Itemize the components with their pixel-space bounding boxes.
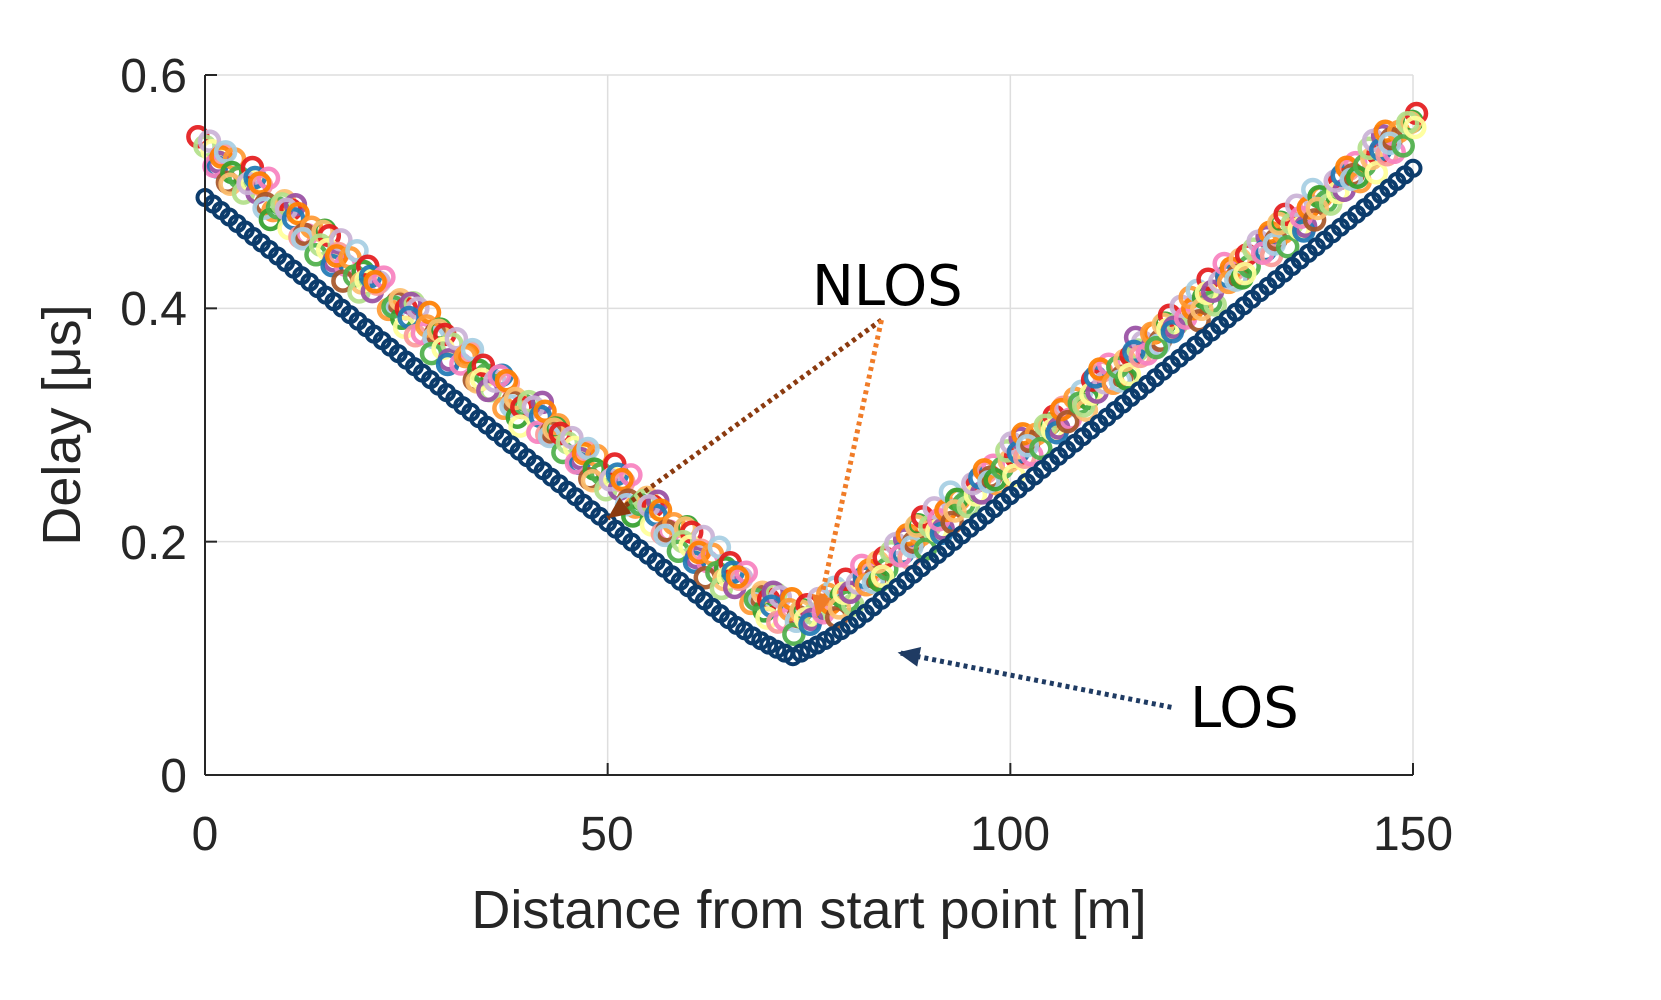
- nlos-point: [1305, 196, 1330, 221]
- nlos-point: [363, 270, 387, 294]
- nlos-point: [576, 436, 600, 461]
- los-point: [1403, 158, 1423, 178]
- annotation-arrow-line: [814, 319, 884, 619]
- nlos-point: [707, 535, 732, 560]
- plot-area: [186, 74, 1429, 776]
- grid-lines: [205, 74, 1414, 775]
- nlos-point: [1302, 208, 1327, 232]
- nlos-point: [345, 239, 369, 263]
- annotation-arrows: [606, 317, 1172, 710]
- nlos-point: [1144, 335, 1169, 360]
- nlos-point: [1029, 436, 1053, 461]
- nlos-point: [417, 300, 442, 325]
- nlos-point: [209, 145, 233, 169]
- nlos-markers: [186, 101, 1429, 646]
- annotation-arrow-head: [811, 593, 832, 618]
- nlos-point: [1015, 434, 1040, 458]
- nlos-point: [494, 368, 519, 393]
- nlos-point: [533, 399, 557, 424]
- nlos-annotation-label: NLOS: [812, 254, 963, 319]
- nlos-point: [940, 510, 964, 535]
- annotation-arrow-head: [607, 497, 632, 519]
- y-axis-title: Delay [μs]: [32, 304, 92, 545]
- nlos-point: [827, 596, 852, 620]
- nlos-point: [648, 498, 673, 522]
- y-tick-label-0.6: 0.6: [120, 50, 187, 103]
- nlos-point: [571, 441, 596, 466]
- nlos-point: [471, 353, 496, 377]
- x-tick-label-0: 0: [192, 808, 219, 861]
- nlos-point: [324, 244, 349, 268]
- nlos-point: [1233, 261, 1257, 286]
- axes-background: [205, 75, 1413, 775]
- nlos-point: [870, 564, 895, 588]
- nlos-point: [900, 534, 924, 559]
- nlos-point: [286, 201, 310, 226]
- y-tick-label-0.4: 0.4: [120, 283, 187, 336]
- nlos-point: [460, 337, 485, 362]
- nlos-point: [1117, 362, 1142, 387]
- nlos-point: [798, 612, 822, 636]
- nlos-point: [1391, 134, 1415, 158]
- y-tick-label-0.2: 0.2: [120, 517, 187, 570]
- nlos-point: [1403, 115, 1427, 140]
- nlos-point: [687, 540, 711, 565]
- los-markers: [195, 158, 1423, 667]
- nlos-point: [943, 499, 967, 523]
- nlos-point: [197, 129, 222, 153]
- x-tick-label-50: 50: [580, 808, 633, 861]
- nlos-point: [1055, 409, 1080, 434]
- nlos-point: [1275, 234, 1300, 259]
- nlos-point: [725, 565, 750, 589]
- nlos-point: [1262, 232, 1287, 256]
- nlos-point: [1160, 320, 1185, 344]
- nlos-point: [610, 467, 634, 492]
- x-tick-label-150: 150: [1373, 808, 1453, 861]
- axis-ticks: [204, 74, 1414, 776]
- x-tick-label-100: 100: [970, 808, 1050, 861]
- nlos-point: [782, 622, 806, 646]
- nlos-point: [444, 327, 469, 351]
- los-annotation-label: LOS: [1190, 676, 1299, 741]
- nlos-point: [1378, 131, 1402, 156]
- nlos-point: [1364, 161, 1389, 185]
- x-axis-title: Distance from start point [m]: [471, 880, 1146, 940]
- nlos-point: [560, 425, 584, 450]
- annotation-arrow-line: [606, 317, 883, 521]
- y-tick-label-0: 0: [160, 750, 187, 803]
- nlos-point: [247, 171, 272, 195]
- annotation-arrow-line: [897, 650, 1172, 710]
- nlos-point: [213, 140, 238, 164]
- annotation-arrow-head: [897, 647, 922, 667]
